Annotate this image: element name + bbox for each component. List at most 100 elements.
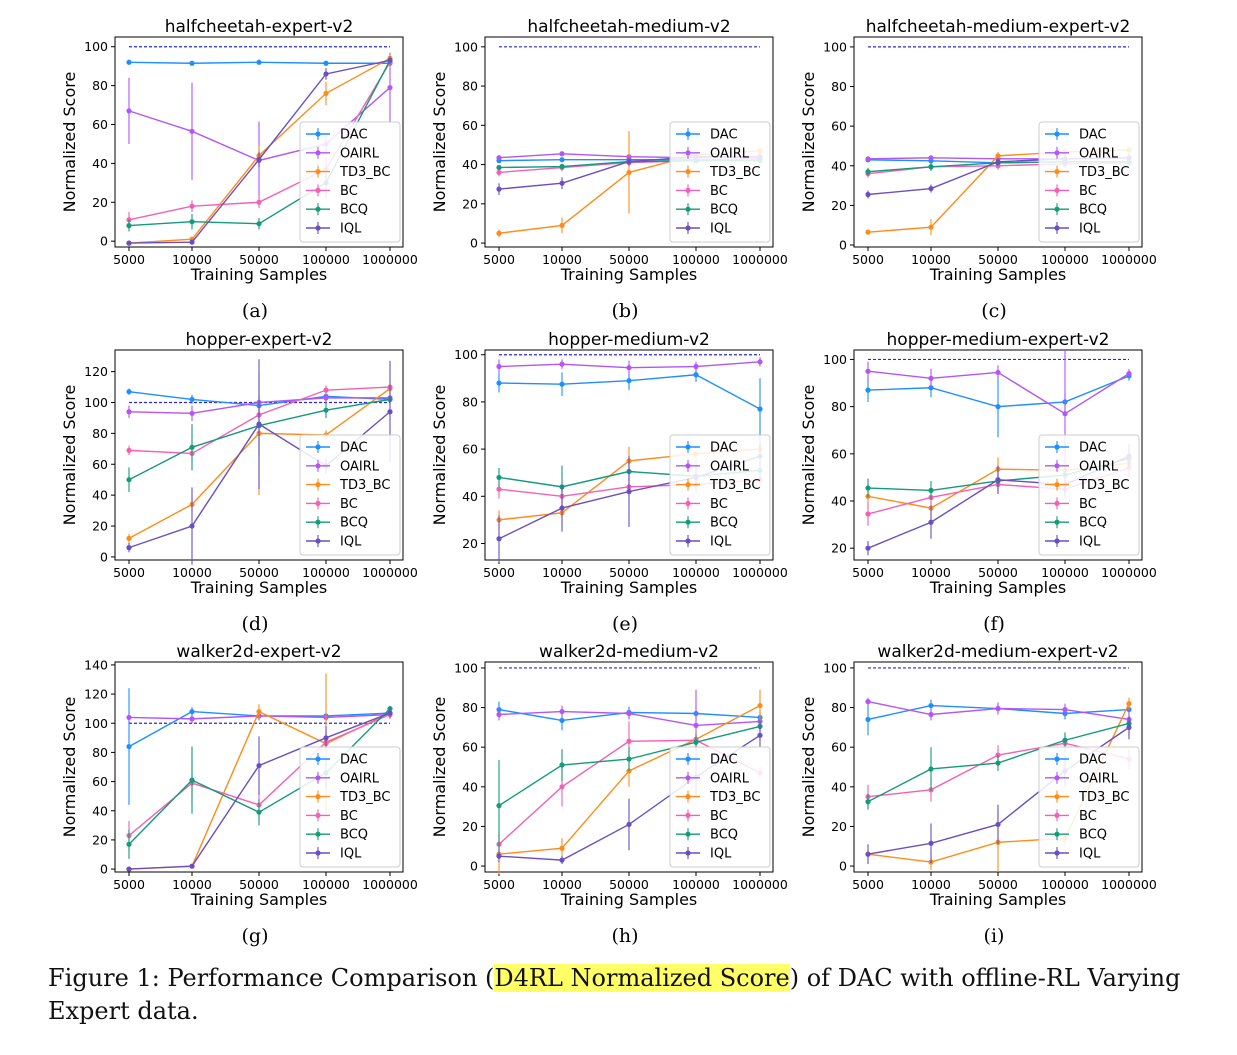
- data-point: [559, 163, 565, 170]
- legend-marker: [315, 482, 321, 488]
- x-tick-label: 1000000: [1101, 877, 1157, 892]
- legend-label: BCQ: [1079, 828, 1107, 843]
- y-tick-label: 20: [92, 832, 108, 847]
- legend-item: TD3_BC: [1045, 478, 1130, 493]
- legend-marker: [685, 775, 691, 781]
- x-tick-label: 100000: [1041, 252, 1089, 267]
- legend-marker: [685, 187, 691, 193]
- legend-marker: [315, 831, 321, 837]
- legend: DAC OAIRL TD3_BC BC BCQ IQL: [299, 434, 401, 556]
- legend-item: OAIRL: [1045, 459, 1119, 474]
- x-tick-label: 100000: [302, 877, 350, 892]
- legend-item: BC: [1045, 809, 1097, 824]
- data-point: [1062, 737, 1068, 743]
- data-point: [928, 702, 934, 709]
- x-axis-label: Training Samples: [929, 890, 1067, 909]
- data-point: [189, 777, 195, 783]
- y-tick-label: 100: [84, 716, 108, 731]
- y-tick-label: 100: [454, 660, 478, 675]
- y-tick-label: 20: [831, 198, 847, 213]
- legend-item: IQL: [1045, 847, 1101, 862]
- data-point: [757, 732, 763, 738]
- data-point: [995, 369, 1001, 376]
- x-axis-label: Training Samples: [560, 578, 698, 597]
- y-tick-label: 20: [462, 536, 478, 551]
- legend-label: BC: [710, 184, 728, 199]
- data-point: [928, 224, 934, 230]
- legend-marker: [685, 150, 691, 156]
- x-tick-label: 1000000: [732, 252, 788, 267]
- legend-item: BC: [676, 184, 728, 199]
- x-axis-label: Training Samples: [190, 890, 328, 909]
- y-tick-label: 60: [831, 446, 847, 461]
- data-point: [496, 536, 502, 542]
- x-tick-label: 50000: [239, 565, 279, 580]
- subplot-a: halfcheetah-expert-v2 0 20 40 60 80 100 5000 100…: [60, 17, 418, 322]
- data-point: [928, 840, 934, 846]
- y-tick-label: 20: [462, 196, 478, 211]
- data-point: [126, 240, 132, 246]
- subplot-label: (h): [611, 925, 638, 947]
- legend: DAC OAIRL TD3_BC BC BCQ IQL: [669, 121, 771, 243]
- data-point: [323, 395, 329, 401]
- data-point: [126, 743, 132, 750]
- series-oairl: [865, 697, 1132, 736]
- data-point: [865, 387, 871, 393]
- x-tick-label: 10000: [911, 252, 951, 267]
- y-tick-label: 80: [462, 700, 478, 715]
- data-point: [323, 60, 329, 66]
- legend-box: [669, 434, 771, 556]
- data-point: [626, 365, 632, 371]
- x-tick-label: 100000: [1041, 877, 1089, 892]
- data-point: [928, 711, 934, 718]
- legend-item: OAIRL: [676, 771, 750, 786]
- data-point: [189, 708, 195, 715]
- legend-marker: [1054, 225, 1060, 231]
- legend: DAC OAIRL TD3_BC BC BCQ IQL: [1038, 434, 1140, 556]
- subplot-f: hopper-medium-expert-v2 20 40 60 80 100 5000 10…: [799, 330, 1157, 635]
- data-point: [189, 410, 195, 416]
- data-point: [496, 486, 502, 492]
- legend-label: BC: [340, 809, 358, 824]
- legend-item: BCQ: [306, 828, 368, 843]
- legend-item: IQL: [306, 535, 362, 550]
- x-tick-label: 5000: [483, 877, 515, 892]
- legend-label: DAC: [710, 128, 738, 143]
- legend-label: BCQ: [1079, 516, 1107, 531]
- data-point: [693, 722, 699, 728]
- legend-item: DAC: [676, 128, 738, 143]
- legend-label: OAIRL: [710, 771, 750, 786]
- data-point: [496, 155, 502, 161]
- legend-item: BCQ: [676, 516, 738, 531]
- legend-label: OAIRL: [1079, 771, 1119, 786]
- data-point: [189, 203, 195, 209]
- x-axis-label: Training Samples: [560, 265, 698, 284]
- legend-item: BC: [1045, 497, 1097, 512]
- x-tick-label: 50000: [609, 565, 649, 580]
- legend-marker: [315, 225, 321, 231]
- legend-label: OAIRL: [340, 146, 380, 161]
- x-axis-label: Training Samples: [929, 265, 1067, 284]
- data-point: [995, 404, 1001, 410]
- x-tick-label: 1000000: [1101, 565, 1157, 580]
- data-point: [126, 545, 132, 551]
- x-tick-label: 5000: [483, 252, 515, 267]
- x-tick-label: 10000: [911, 877, 951, 892]
- legend-item: DAC: [306, 441, 368, 456]
- y-tick-label: 100: [84, 39, 108, 54]
- legend-item: BC: [306, 184, 358, 199]
- legend-marker: [315, 812, 321, 819]
- data-point: [126, 841, 132, 847]
- y-tick-label: 80: [92, 745, 108, 760]
- legend-marker: [685, 850, 691, 856]
- legend-label: OAIRL: [710, 459, 750, 474]
- data-point: [256, 708, 262, 715]
- legend-label: TD3_BC: [709, 478, 761, 493]
- plot-title: walker2d-medium-v2: [539, 642, 719, 662]
- legend-item: BCQ: [1045, 516, 1107, 531]
- data-point: [865, 191, 871, 198]
- legend: DAC OAIRL TD3_BC BC BCQ IQL: [299, 746, 401, 868]
- y-tick-label: 80: [92, 426, 108, 441]
- data-point: [387, 409, 393, 415]
